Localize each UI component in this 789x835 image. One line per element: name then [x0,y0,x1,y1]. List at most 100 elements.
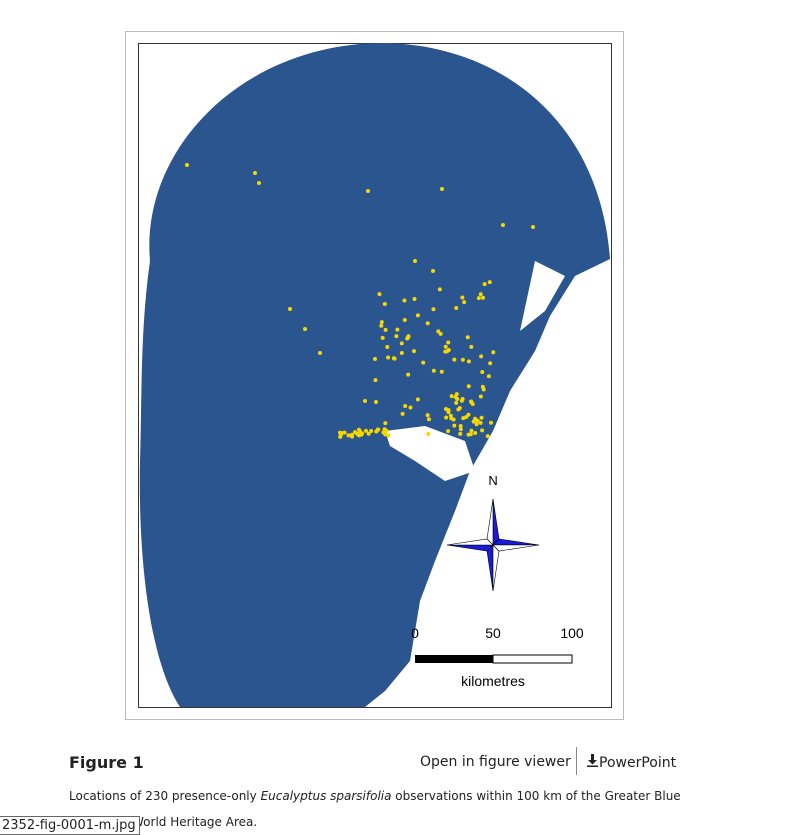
open-viewer-link[interactable]: Open in figure viewer [420,754,571,770]
observation-dot [373,378,378,383]
observation-dot [460,357,465,362]
observation-dot [443,344,448,349]
observation-dot [400,411,405,416]
observation-dot [454,305,459,310]
caption-text: observations within 100 km of the Greate… [391,789,681,803]
observation-dot [452,423,457,428]
observation-dot [406,372,411,377]
observation-dot [374,400,379,405]
observation-dot [381,430,386,435]
powerpoint-link[interactable]: PowerPoint [586,754,676,771]
scale-unit: kilometres [461,673,525,689]
observation-dot [464,415,469,420]
observation-dot [474,422,479,427]
observation-dot [458,431,463,436]
observation-dot [425,413,430,418]
observation-dot [487,280,492,285]
land-area [139,43,610,707]
observation-dot [412,297,417,302]
observation-dot [402,317,407,322]
observation-dot [391,356,396,361]
observation-points [185,163,535,439]
caption-line: World Heritage Area. [132,815,258,829]
north-label: N [488,473,497,488]
urban-area [385,261,565,481]
observation-dot [318,351,322,355]
observation-dot [257,181,261,185]
observation-dot [462,300,467,305]
observation-dot [379,323,384,328]
observation-dot [446,340,451,345]
observation-dot [399,341,404,346]
observation-dot [451,417,456,422]
observation-dot [457,405,462,410]
observation-dot [431,368,436,373]
observation-dot [431,269,435,273]
observation-dot [303,327,307,331]
powerpoint-text[interactable]: PowerPoint [599,755,677,771]
observation-dot [384,428,389,433]
observation-dot [357,427,362,432]
observation-dot [531,225,535,229]
observation-dot [386,355,391,360]
observation-dot [444,415,449,420]
figure-label: Figure 1 [69,753,144,772]
observation-dot [458,427,463,432]
observation-dot [476,296,481,301]
observation-dot [377,292,382,297]
observation-dot [470,402,475,407]
observation-dot [454,400,459,405]
observation-dot [363,399,367,403]
observation-dot [486,374,491,379]
observation-dot [415,313,420,318]
observation-dot [346,433,351,438]
observation-dot [469,344,474,349]
observation-dot [385,345,390,350]
observation-dot [466,384,471,389]
observation-dot [383,421,388,426]
observation-dot [489,420,494,425]
observation-dot [185,163,189,167]
observation-dot [473,416,478,421]
scale-label: 0 [411,625,419,641]
observation-dot [415,397,420,402]
observation-dot [386,433,391,438]
observation-dot [403,404,408,409]
observation-dot [478,420,483,425]
observation-dot [479,415,484,420]
observation-dot [482,282,487,287]
observation-dot [369,428,374,433]
observation-dot [479,354,484,359]
observation-dot [426,431,431,436]
download-icon [587,754,598,767]
observation-dot [380,335,385,340]
observation-dot [481,387,486,392]
observation-dot [395,327,400,332]
observation-dot [478,394,483,399]
observation-dot [485,434,490,439]
observation-dot [399,351,404,356]
observation-dot [406,335,411,340]
observation-dot [411,349,416,354]
scale-bar: 0 50 100 kilometres [411,625,584,689]
observation-dot [488,361,493,366]
observation-dot [491,350,496,355]
observation-dot [481,295,486,300]
observation-dot [342,430,347,435]
observation-dot [439,369,444,374]
observation-dot [449,394,454,399]
observation-dot [394,334,399,339]
figure-map[interactable]: N 0 50 100 kilometres [125,31,625,721]
observation-dot [473,430,478,435]
tooltip: 2352-fig-0001-m.jpg [0,816,140,835]
observation-dot [446,429,451,434]
observation-dot [376,427,381,432]
observation-dot [382,302,387,307]
observation-dot [350,432,355,437]
caption-text: Locations of 230 presence-only [69,789,261,803]
observation-dot [379,320,384,325]
observation-dot [458,424,463,429]
observation-dot [448,413,453,418]
species-name: Eucalyptus sparsifolia [260,789,392,803]
